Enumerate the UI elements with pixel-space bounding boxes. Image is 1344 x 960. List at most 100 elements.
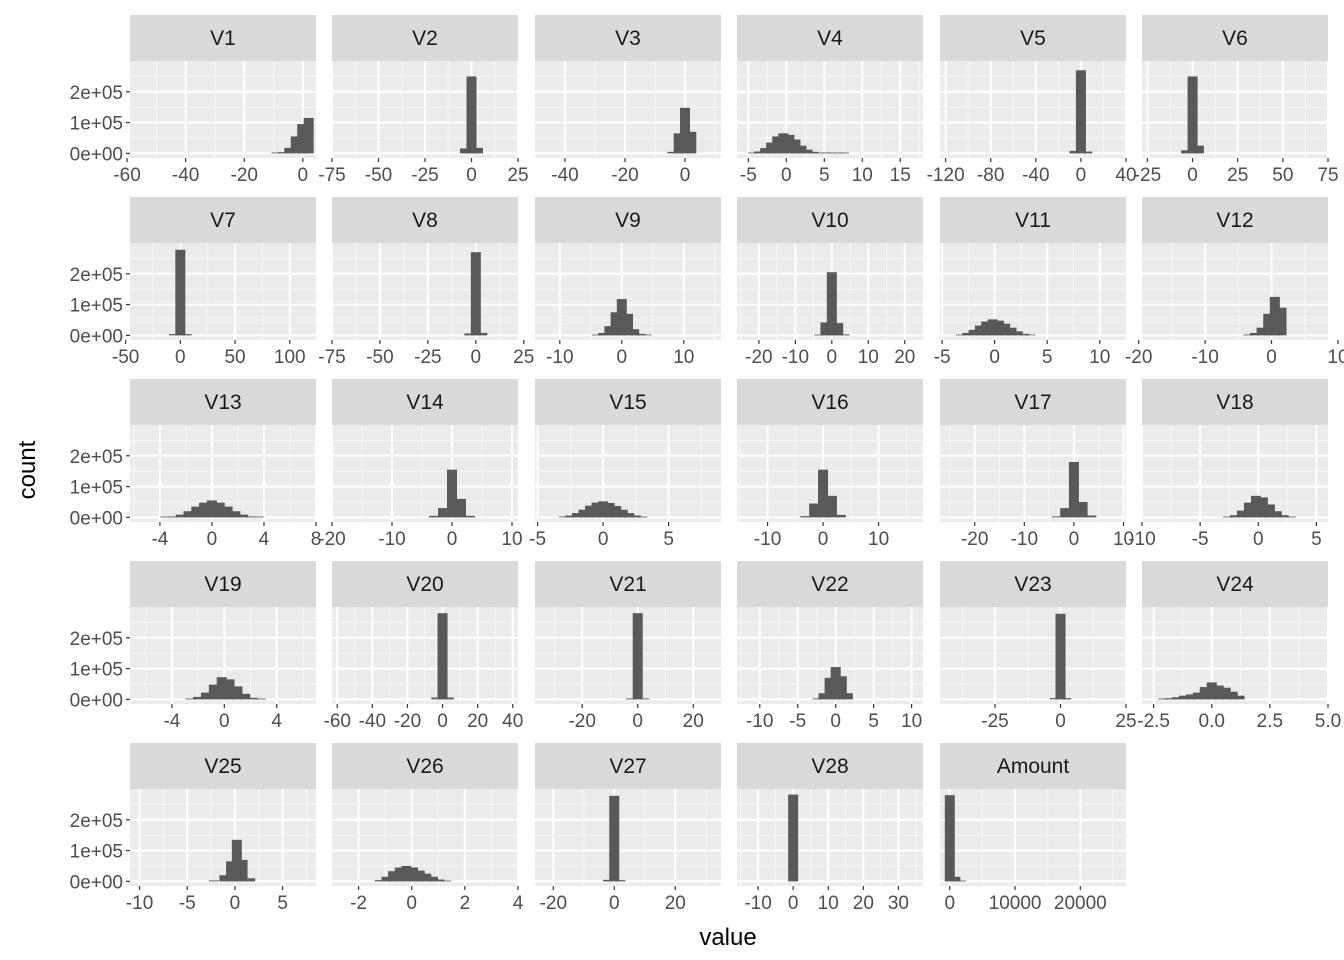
panel-v15-bar — [585, 505, 596, 518]
panel-v13-bar — [214, 502, 225, 518]
panel-v19-bar — [224, 679, 235, 700]
panel-v11-background — [940, 243, 1126, 340]
x-axis-title: value — [699, 924, 756, 951]
panel-v18-strip — [1142, 379, 1328, 425]
panel-v18-x-tick-label: 0 — [1253, 529, 1264, 550]
panel-v1-bar — [284, 147, 295, 154]
y-axis-title: count — [14, 440, 41, 499]
panel-v11-bar — [1012, 331, 1023, 336]
panel-v12-x-tick-label: 0 — [1266, 347, 1277, 368]
panel-v19-strip-label: V19 — [204, 573, 241, 596]
panel-v4-bar — [747, 152, 758, 154]
panel-v26-bar — [414, 870, 425, 882]
panel-v17-strip — [940, 379, 1126, 425]
panel-v25-strip — [130, 743, 316, 789]
panel-v4-x-tick-label: 0 — [781, 165, 792, 186]
panel-v21-strip-label: V21 — [609, 573, 646, 596]
panel-v1-strip-label: V1 — [210, 27, 236, 50]
panel-v23-x-tick-label: -25 — [981, 711, 1008, 732]
panel-v11-bar — [1025, 334, 1036, 336]
panel-v4-bar — [839, 152, 850, 154]
panel-v8-bar — [477, 332, 488, 336]
panel-v18-bar — [1264, 504, 1275, 518]
panel-v1-x-tick-label: -40 — [172, 165, 199, 186]
panel-v18-bar — [1257, 497, 1268, 518]
panel-v18-bar — [1236, 510, 1247, 518]
panel-v19-bar — [200, 692, 211, 700]
panel-v25-y-tick-label: 0e+00 — [70, 872, 123, 893]
panel-v17-x-tick-label: -20 — [961, 529, 988, 550]
panel-v3-bar — [667, 151, 678, 154]
panel-v19-x-tick-label: -4 — [163, 711, 180, 732]
panel-v1-x-tick-label: -60 — [113, 165, 140, 186]
panel-v24-bar — [1227, 691, 1238, 700]
panel-v26-x-tick-label: 4 — [513, 893, 524, 914]
panel-v22-strip — [737, 561, 923, 607]
panel-v13-bar — [253, 516, 264, 518]
panel-v3: V3 -40 -20 0 — [535, 15, 721, 186]
panel-v28-x-tick-label: -10 — [744, 893, 771, 914]
panel-v11-bar — [1019, 333, 1030, 336]
panel-v12-bar — [1243, 334, 1254, 336]
panel-v26-bar — [434, 879, 445, 882]
panel-v12-background — [1142, 243, 1328, 340]
panel-v10-x-tick-label: -10 — [782, 347, 809, 368]
panel-v10-bar — [839, 334, 850, 336]
panel-v5-bar — [1075, 70, 1086, 154]
panel-v15-bar — [565, 515, 576, 518]
panel-v15-strip-label: V15 — [609, 391, 646, 414]
panel-v28-x-tick-label: 0 — [788, 893, 799, 914]
panel-v8-x-tick-label: 25 — [513, 347, 534, 368]
panel-v13-y-tick-label: 1e+05 — [70, 478, 123, 499]
panel-v27-background — [535, 789, 721, 886]
panel-v2: V2 -75 -50 -25 0 25 — [318, 15, 529, 186]
panel-v4-bar — [754, 151, 765, 154]
panel-v12-bar — [1269, 296, 1280, 336]
panel-amount-strip — [940, 743, 1126, 789]
panel-v3-bar — [673, 133, 684, 154]
panel-v11-bar — [987, 319, 998, 336]
panel-v4-bar — [808, 151, 819, 154]
panel-v27-bar — [603, 879, 614, 882]
panel-v15-strip — [535, 379, 721, 425]
panel-v17-bar — [1086, 515, 1097, 518]
panel-v25-bar — [245, 878, 256, 882]
panel-v22-strip-label: V22 — [811, 573, 848, 596]
panel-v10-bar — [833, 323, 844, 336]
panel-v24-bar — [1178, 695, 1189, 700]
panel-v15-bar — [617, 509, 628, 518]
panel-v6-strip-label: V6 — [1222, 27, 1248, 50]
panel-amount-background — [940, 789, 1126, 886]
panel-v11-x-tick-label: 0 — [989, 347, 1000, 368]
panel-v22-bar — [824, 677, 835, 700]
panel-v11-strip — [940, 197, 1126, 243]
panel-v21-x-tick-label: 0 — [632, 711, 643, 732]
panel-v25-strip-label: V25 — [204, 755, 241, 778]
panel-v24-bar — [1171, 697, 1182, 700]
panel-v13-bar — [183, 511, 194, 518]
panel-v19-bar — [240, 693, 251, 700]
panel-v13-bar — [160, 516, 171, 518]
panel-v25-bar — [226, 861, 237, 882]
panel-v9-strip-label: V9 — [615, 209, 641, 232]
panel-v12-strip — [1142, 197, 1328, 243]
panel-v13-bar — [245, 516, 256, 518]
panel-v6-bar — [1181, 150, 1192, 154]
panel-amount-bar — [955, 880, 966, 882]
panel-v2-x-tick-label: -25 — [411, 165, 438, 186]
panel-v28: V28 -10 0 10 20 30 — [737, 743, 923, 914]
panel-v3-strip — [535, 15, 721, 61]
panel-v13-bar — [230, 511, 241, 518]
panel-v1-y-tick-label: 0e+00 — [70, 144, 123, 165]
panel-v11-bar — [1000, 323, 1011, 336]
panel-v13-x-tick-label: 0 — [207, 529, 218, 550]
panel-v11-bar — [1006, 327, 1017, 336]
panel-v23-strip — [940, 561, 1126, 607]
panel-v25-x-tick-label: 0 — [230, 893, 241, 914]
panel-v15-bar — [571, 513, 582, 518]
panel-v8-strip-label: V8 — [412, 209, 438, 232]
panel-v26-x-tick-label: 2 — [460, 893, 471, 914]
panel-v20-x-tick-label: 0 — [437, 711, 448, 732]
panel-v1: V1 -60 -40 -20 0 0e+00 1e+05 2e+05 — [70, 15, 316, 186]
